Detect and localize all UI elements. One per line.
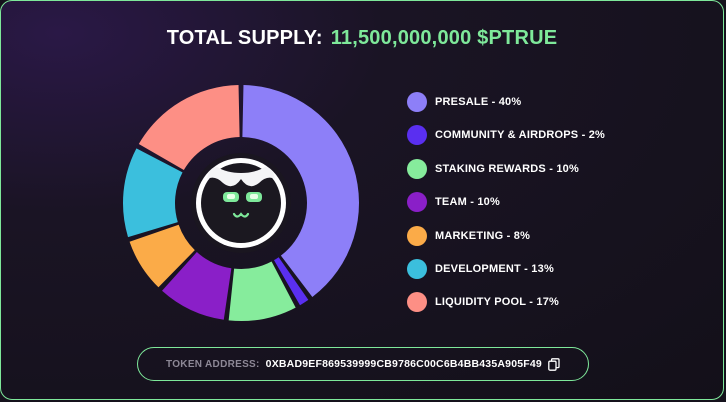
donut-slice-community-airdrops[interactable]: [274, 257, 309, 306]
legend-item-community-airdrops: COMMUNITY & AIRDROPS - 2%: [407, 123, 605, 147]
legend-item-presale: PRESALE - 40%: [407, 90, 605, 114]
legend-color-dot: [407, 158, 427, 179]
legend-color-dot: [407, 92, 427, 112]
legend-color-dot: [407, 125, 427, 146]
donut-slice-staking-rewards[interactable]: [228, 261, 296, 321]
donut-slice-marketing[interactable]: [129, 224, 195, 288]
legend-item-liquidity-pool: LIQUIDITY POOL - 17%: [407, 290, 605, 314]
donut-slice-development[interactable]: [123, 148, 183, 238]
donut-slice-team[interactable]: [162, 252, 232, 320]
legend-label: STAKING REWARDS - 10%: [435, 162, 579, 175]
donut-slice-presale[interactable]: [242, 85, 359, 297]
chart-legend: PRESALE - 40% COMMUNITY & AIRDROPS - 2% …: [407, 90, 605, 324]
legend-color-dot: [407, 258, 427, 279]
legend-item-staking-rewards: STAKING REWARDS - 10%: [407, 157, 605, 181]
token-address-label: TOKEN ADDRESS:: [166, 358, 260, 370]
legend-color-dot: [407, 292, 427, 313]
legend-color-dot: [407, 225, 427, 246]
total-supply-value: 11,500,000,000 $PTRUE: [330, 27, 558, 49]
legend-label: LIQUIDITY POOL - 17%: [435, 296, 560, 309]
legend-label: COMMUNITY & AIRDROPS - 2%: [435, 129, 606, 142]
legend-label: PRESALE - 40%: [435, 96, 522, 108]
copy-icon[interactable]: [548, 357, 560, 371]
legend-label: TEAM - 10%: [435, 196, 500, 209]
legend-label: MARKETING - 8%: [435, 229, 531, 242]
legend-item-team: TEAM - 10%: [407, 190, 605, 214]
donut-slice-liquidity-pool[interactable]: [138, 85, 240, 170]
tokenomics-donut-chart: [123, 85, 359, 321]
total-supply-heading: TOTAL SUPPLY: 11,500,000,000 $PTRUE: [1, 27, 723, 50]
cat-mascot-icon: [196, 158, 286, 248]
legend-label: DEVELOPMENT - 13%: [435, 262, 554, 275]
token-address-box: TOKEN ADDRESS: 0XBAD9EF869539999CB9786C0…: [137, 347, 589, 381]
legend-item-development: DEVELOPMENT - 13%: [407, 257, 605, 281]
legend-color-dot: [407, 192, 427, 213]
total-supply-label: TOTAL SUPPLY:: [166, 27, 323, 49]
legend-item-marketing: MARKETING - 8%: [407, 224, 605, 248]
token-address-value[interactable]: 0XBAD9EF869539999CB9786C00C6B4BB435A905F…: [265, 358, 542, 370]
